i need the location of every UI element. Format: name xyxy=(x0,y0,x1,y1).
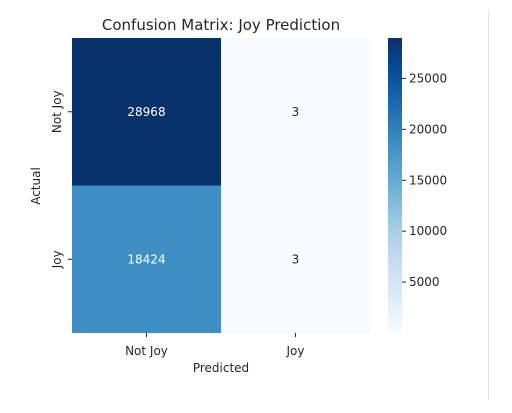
chart-title: Confusion Matrix: Joy Prediction xyxy=(102,16,340,34)
y-tick-label: Not Joy xyxy=(50,90,64,133)
cell-actual-not-joy-pred-joy xyxy=(221,38,370,186)
cell-value-actual-joy-pred-not-joy: 18424 xyxy=(127,252,165,266)
colorbar xyxy=(388,38,402,333)
x-axis-ticks: Not Joy Joy xyxy=(125,333,304,358)
y-tick-label: Joy xyxy=(50,250,64,269)
heatmap-annotations: 28968 3 18424 3 xyxy=(127,105,299,267)
colorbar-tick-label: 5000 xyxy=(409,275,440,289)
cell-actual-not-joy-pred-not-joy xyxy=(72,38,221,186)
colorbar-tick-label: 20000 xyxy=(409,122,447,136)
x-tick-label: Joy xyxy=(286,344,305,358)
cell-value-actual-joy-pred-joy: 3 xyxy=(292,252,300,266)
y-axis-label: Actual xyxy=(29,167,43,205)
colorbar-tick-label: 10000 xyxy=(409,224,447,238)
cell-actual-joy-pred-joy xyxy=(221,185,370,333)
cell-value-actual-not-joy-pred-not-joy: 28968 xyxy=(127,105,165,119)
colorbar-tick-label: 15000 xyxy=(409,173,447,187)
y-axis-ticks: Not Joy Joy xyxy=(50,90,72,269)
colorbar-ticks: 5000 10000 15000 20000 25000 xyxy=(402,71,447,289)
colorbar-tick-label: 25000 xyxy=(409,71,447,85)
heatmap-cells xyxy=(72,38,370,333)
cell-value-actual-not-joy-pred-joy: 3 xyxy=(292,105,300,119)
divider xyxy=(488,10,489,400)
cell-actual-joy-pred-not-joy xyxy=(72,185,221,333)
x-tick-label: Not Joy xyxy=(125,344,168,358)
x-axis-label: Predicted xyxy=(193,361,249,375)
